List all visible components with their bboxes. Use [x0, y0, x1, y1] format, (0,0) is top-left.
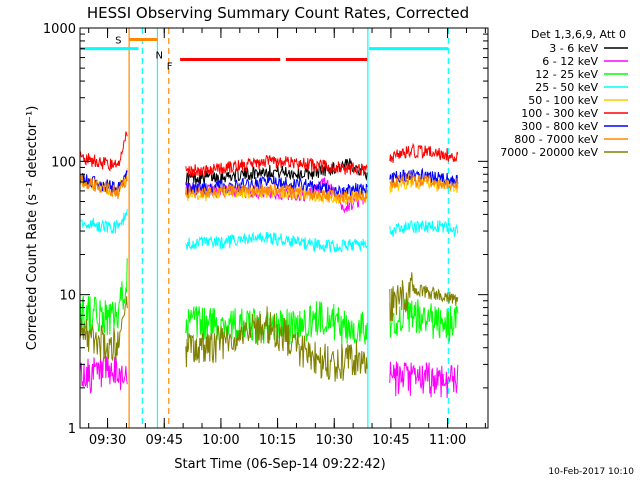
series-1-segment-2 — [389, 361, 459, 399]
legend-label-0: 3 - 6 keV — [549, 42, 598, 55]
series-3-segment-2 — [389, 220, 459, 237]
legend-label-4: 50 - 100 keV — [528, 94, 598, 107]
plot-area: S NF — [80, 28, 459, 428]
plot-frame — [79, 27, 489, 429]
series-8-segment-1 — [185, 306, 368, 382]
legend-label-6: 300 - 800 keV — [521, 120, 598, 133]
x-tick-label-6: 11:00 — [429, 433, 466, 448]
x-axis-label: Start Time (06-Sep-14 09:22:42) — [174, 457, 385, 472]
y-axis-label: Corrected Count Rate (s⁻¹ detector⁻¹) — [25, 106, 40, 351]
legend-label-5: 100 - 300 keV — [521, 107, 598, 120]
axes: 1 10 100 1000 09:30 09:45 10:00 10:15 10:30 10:45… — [43, 22, 489, 448]
x-tick-label-4: 10:30 — [316, 433, 353, 448]
series-2-segment-1 — [185, 301, 368, 346]
legend-label-3: 25 - 50 keV — [535, 81, 598, 94]
legend-label-2: 12 - 25 keV — [535, 68, 598, 81]
footer-timestamp: 10-Feb-2017 10:10 — [548, 467, 634, 477]
series-3 — [80, 208, 459, 253]
y-tick-label-3: 1000 — [43, 22, 76, 37]
series-5-segment-2 — [389, 142, 459, 163]
plot-inner — [80, 28, 459, 428]
series-7-segment-2 — [389, 171, 459, 192]
series-5 — [80, 131, 459, 177]
legend-label-8: 7000 - 20000 keV — [500, 146, 598, 159]
y-tick-label-0: 1 — [68, 422, 76, 437]
legend-title: Det 1,3,6,9, Att 0 — [531, 28, 626, 41]
y-tick-label-2: 100 — [51, 155, 76, 170]
series-2-segment-0 — [80, 258, 128, 336]
series-3-segment-0 — [80, 208, 128, 235]
flag-label-F: F — [167, 62, 173, 73]
series-8-segment-2 — [389, 272, 459, 322]
chart-title: HESSI Observing Summary Count Rates, Cor… — [87, 4, 469, 22]
series-7 — [80, 171, 459, 204]
series-3-segment-1 — [185, 231, 368, 253]
x-tick-label-1: 09:45 — [146, 433, 183, 448]
series-5-segment-1 — [185, 154, 368, 177]
flag-label-S: S — [115, 35, 121, 46]
flag-label-N: N — [155, 51, 162, 62]
series-2 — [80, 258, 459, 346]
legend-label-7: 800 - 7000 keV — [514, 133, 598, 146]
series-5-segment-0 — [80, 131, 128, 173]
legend-label-1: 6 - 12 keV — [542, 55, 598, 68]
x-tick-label-0: 09:30 — [89, 433, 126, 448]
x-tick-label-5: 10:45 — [372, 433, 409, 448]
series-7-segment-1 — [185, 183, 368, 204]
series-2-segment-2 — [389, 299, 459, 343]
series-6-segment-1 — [185, 175, 368, 198]
x-tick-label-2: 10:00 — [202, 433, 239, 448]
series-7-segment-0 — [80, 174, 128, 200]
y-tick-label-1: 10 — [59, 289, 76, 304]
series-8-segment-0 — [80, 296, 128, 362]
series-8 — [80, 272, 459, 382]
x-tick-label-3: 10:15 — [259, 433, 296, 448]
